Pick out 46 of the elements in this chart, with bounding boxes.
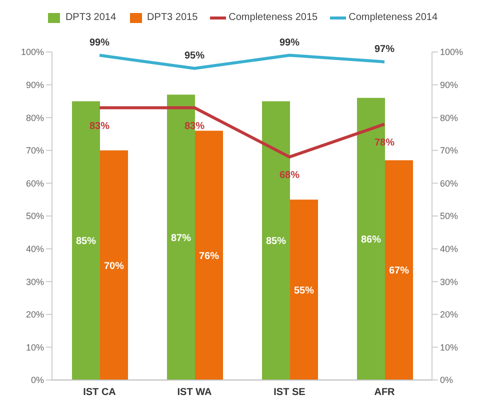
legend-label: Completeness 2015 bbox=[228, 12, 318, 23]
y2-tick-label: 0% bbox=[440, 375, 454, 386]
y2-tick-label: 90% bbox=[440, 80, 458, 90]
y2-tick-label: 20% bbox=[440, 310, 458, 320]
data-label: 55% bbox=[294, 285, 314, 296]
data-label: 67% bbox=[388, 266, 410, 277]
y-tick-label: 0% bbox=[30, 375, 44, 386]
legend-label: DPT3 2015 bbox=[147, 12, 198, 23]
legend-label: Completeness 2014 bbox=[348, 12, 438, 23]
data-label: 76% bbox=[198, 250, 220, 262]
bar bbox=[290, 200, 318, 380]
x-tick-label: AFR bbox=[374, 387, 396, 398]
y2-tick-label: 50% bbox=[440, 211, 458, 222]
y-tick-label: 60% bbox=[26, 178, 44, 188]
x-tick-label: IST SE bbox=[274, 387, 306, 398]
data-label: 87% bbox=[170, 232, 192, 244]
data-label: 99% bbox=[279, 37, 300, 48]
y-tick-label: 30% bbox=[26, 276, 44, 287]
y-tick-label: 40% bbox=[26, 244, 44, 254]
data-label: 99% bbox=[89, 37, 110, 48]
y2-tick-label: 30% bbox=[440, 276, 458, 287]
data-label: 95% bbox=[184, 50, 205, 62]
y2-tick-label: 40% bbox=[440, 244, 458, 254]
y2-tick-label: 70% bbox=[440, 146, 458, 156]
x-tick-label: IST CA bbox=[83, 387, 116, 398]
y-tick-label: 90% bbox=[26, 80, 44, 90]
y-tick-label: 10% bbox=[26, 342, 44, 352]
data-label: 86% bbox=[360, 234, 382, 246]
legend-label: DPT3 2014 bbox=[65, 12, 116, 23]
y-tick-label: 70% bbox=[26, 146, 44, 156]
y2-tick-label: 60% bbox=[440, 178, 458, 188]
y-tick-label: 50% bbox=[26, 211, 44, 222]
bar bbox=[385, 160, 413, 380]
data-label: 70% bbox=[104, 260, 124, 272]
x-tick-label: IST WA bbox=[177, 387, 212, 398]
y2-tick-label: 100% bbox=[440, 47, 464, 58]
y2-tick-label: 80% bbox=[440, 112, 458, 123]
bar bbox=[195, 130, 223, 380]
y2-tick-label: 10% bbox=[440, 342, 458, 352]
bar bbox=[100, 150, 128, 380]
data-label: 85% bbox=[266, 236, 286, 248]
y-tick-label: 20% bbox=[26, 310, 44, 320]
y-tick-label: 100% bbox=[20, 47, 44, 58]
data-label: 97% bbox=[374, 44, 395, 55]
y-tick-label: 80% bbox=[26, 112, 44, 123]
data-label: 85% bbox=[76, 236, 96, 248]
